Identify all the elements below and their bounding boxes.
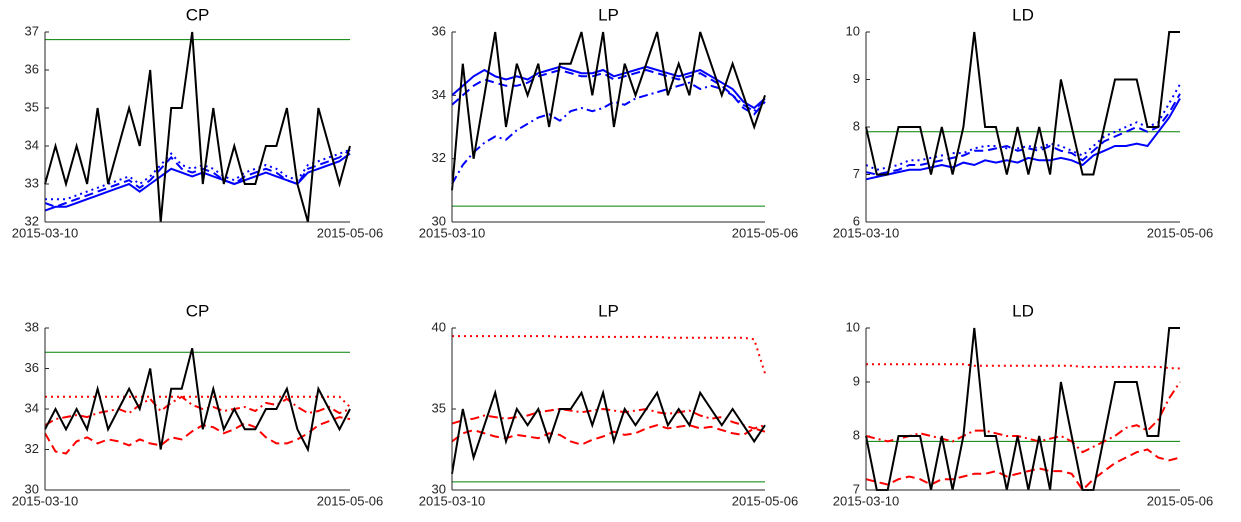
chart-title: CP	[186, 5, 210, 24]
y-tick-label: 35	[25, 99, 39, 114]
series-line	[865, 93, 1181, 176]
y-tick-label: 8	[853, 427, 860, 442]
chart-title: LP	[598, 301, 619, 320]
series-line	[865, 448, 1181, 492]
y-tick-label: 7	[853, 166, 860, 181]
series-line	[451, 407, 766, 430]
x-tick-label: 2015-05-06	[1147, 493, 1214, 508]
y-tick-label: 10	[846, 319, 860, 334]
y-tick-label: 30	[25, 481, 39, 496]
y-tick-label: 36	[25, 61, 39, 76]
series-line	[451, 389, 766, 474]
series-line	[865, 327, 1180, 491]
chart-title: LP	[598, 5, 619, 24]
series-line	[44, 416, 351, 455]
series-line	[44, 31, 351, 223]
x-tick-label: 2015-05-06	[732, 225, 799, 240]
series-line	[452, 335, 766, 374]
x-tick-label: 2015-03-10	[833, 493, 900, 508]
y-tick-label: 8	[853, 118, 860, 133]
chart-title: LD	[1012, 301, 1034, 320]
x-tick-label: 2015-03-10	[12, 225, 79, 240]
y-tick-label: 32	[25, 213, 39, 228]
series-line	[44, 395, 351, 427]
chart-title: LD	[1012, 5, 1034, 24]
y-tick-label: 36	[432, 23, 446, 38]
x-tick-label: 2015-05-06	[1147, 225, 1214, 240]
y-tick-label: 9	[853, 71, 860, 86]
y-tick-label: 38	[25, 319, 39, 334]
y-tick-label: 32	[432, 150, 446, 165]
series-line	[865, 83, 1181, 171]
series-line	[866, 363, 1181, 370]
series-line	[451, 81, 766, 185]
y-tick-label: 36	[25, 360, 39, 375]
y-tick-label: 34	[25, 137, 39, 152]
y-tick-label: 33	[25, 175, 39, 190]
series-line	[451, 31, 766, 191]
x-tick-label: 2015-03-10	[833, 225, 900, 240]
y-tick-label: 6	[853, 213, 860, 228]
series-line	[865, 31, 1180, 176]
series-line	[44, 152, 351, 212]
series-line	[44, 348, 351, 453]
y-tick-label: 30	[432, 481, 446, 496]
x-tick-label: 2015-03-10	[419, 225, 486, 240]
y-tick-label: 32	[25, 441, 39, 456]
x-tick-label: 2015-05-06	[317, 225, 384, 240]
y-tick-label: 37	[25, 23, 39, 38]
x-tick-label: 2015-05-06	[732, 493, 799, 508]
y-tick-label: 30	[432, 213, 446, 228]
series-line	[865, 98, 1181, 181]
y-tick-label: 34	[432, 87, 446, 102]
chart-title: CP	[186, 301, 210, 320]
x-tick-label: 2015-05-06	[317, 493, 384, 508]
y-tick-label: 10	[846, 23, 860, 38]
y-tick-label: 34	[25, 400, 39, 415]
x-tick-label: 2015-03-10	[12, 493, 79, 508]
y-tick-label: 40	[432, 319, 446, 334]
y-tick-label: 9	[853, 373, 860, 388]
y-tick-label: 35	[432, 400, 446, 415]
series-line	[451, 424, 766, 446]
x-tick-label: 2015-03-10	[419, 493, 486, 508]
series-line	[45, 395, 351, 408]
y-tick-label: 7	[853, 481, 860, 496]
